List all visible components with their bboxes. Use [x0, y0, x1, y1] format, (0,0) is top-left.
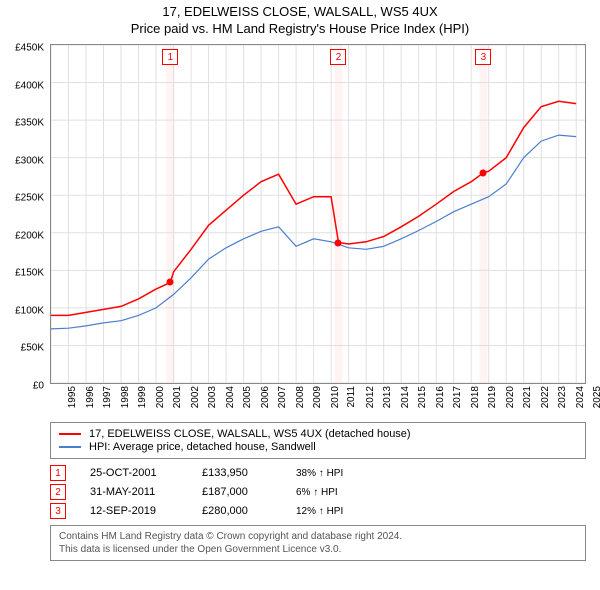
x-tick-label: 1997: [102, 386, 113, 408]
marker-chip: 2: [50, 484, 66, 500]
marker-table-row: 3 12-SEP-2019 £280,000 12% ↑ HPI: [50, 503, 586, 519]
x-tick-label: 2001: [172, 386, 183, 408]
marker-price: £187,000: [202, 486, 272, 498]
y-tick-label: £50K: [21, 343, 44, 354]
x-tick-label: 2011: [346, 386, 357, 408]
x-tick-label: 2004: [224, 386, 235, 408]
x-tick-label: 2007: [277, 386, 288, 408]
x-tick-label: 2024: [574, 386, 585, 408]
x-tick-label: 2002: [189, 386, 200, 408]
chart-svg: [51, 45, 585, 383]
legend-label: 17, EDELWEISS CLOSE, WALSALL, WS5 4UX (d…: [89, 428, 411, 440]
x-tick-label: 1996: [84, 386, 95, 408]
sale-dot-2: [335, 239, 342, 246]
x-tick-label: 2016: [434, 386, 445, 408]
title-subtitle: Price paid vs. HM Land Registry's House …: [0, 21, 600, 36]
sale-annotation-1: 1: [162, 49, 178, 65]
legend-row: HPI: Average price, detached house, Sand…: [59, 441, 577, 453]
chart-plot-area: 1 2 3: [50, 44, 586, 384]
y-tick-label: £350K: [15, 118, 44, 129]
x-tick-label: 2008: [294, 386, 305, 408]
marker-date: 25-OCT-2001: [90, 467, 178, 479]
x-tick-label: 2014: [399, 386, 410, 408]
x-tick-label: 2020: [504, 386, 515, 408]
x-tick-label: 2003: [207, 386, 218, 408]
sale-dot-1: [167, 279, 174, 286]
marker-table-row: 1 25-OCT-2001 £133,950 38% ↑ HPI: [50, 465, 586, 481]
marker-chip: 3: [50, 503, 66, 519]
legend-box: 17, EDELWEISS CLOSE, WALSALL, WS5 4UX (d…: [50, 422, 586, 459]
x-tick-label: 2005: [242, 386, 253, 408]
credits-line1: Contains HM Land Registry data © Crown c…: [59, 530, 577, 543]
x-tick-label: 2013: [382, 386, 393, 408]
x-tick-label: 2025: [592, 386, 600, 408]
x-tick-label: 2009: [312, 386, 323, 408]
x-tick-label: 2018: [469, 386, 480, 408]
y-tick-label: £200K: [15, 230, 44, 241]
figure-container: 17, EDELWEISS CLOSE, WALSALL, WS5 4UX Pr…: [0, 0, 600, 590]
marker-chip: 1: [50, 465, 66, 481]
y-tick-label: £0: [33, 381, 44, 392]
x-tick-label: 2006: [259, 386, 270, 408]
credits-line2: This data is licensed under the Open Gov…: [59, 543, 577, 556]
x-tick-label: 2010: [329, 386, 340, 408]
marker-delta: 38% ↑ HPI: [296, 468, 343, 479]
x-tick-label: 2022: [539, 386, 550, 408]
x-tick-label: 2015: [417, 386, 428, 408]
x-tick-label: 2000: [154, 386, 165, 408]
sale-annotation-2: 2: [330, 49, 346, 65]
x-tick-label: 2012: [364, 386, 375, 408]
y-tick-label: £150K: [15, 268, 44, 279]
x-tick-label: 2021: [522, 386, 533, 408]
x-tick-label: 2017: [452, 386, 463, 408]
sale-dot-3: [480, 169, 487, 176]
legend-swatch: [59, 433, 81, 435]
credits-box: Contains HM Land Registry data © Crown c…: [50, 525, 586, 561]
y-tick-label: £100K: [15, 305, 44, 316]
marker-price: £280,000: [202, 505, 272, 517]
x-tick-label: 1999: [137, 386, 148, 408]
legend-swatch: [59, 446, 81, 448]
y-tick-label: £300K: [15, 155, 44, 166]
marker-date: 31-MAY-2011: [90, 486, 178, 498]
x-tick-label: 2023: [557, 386, 568, 408]
x-tick-label: 1995: [67, 386, 78, 408]
x-tick-label: 2019: [487, 386, 498, 408]
marker-delta: 6% ↑ HPI: [296, 487, 338, 498]
legend-label: HPI: Average price, detached house, Sand…: [89, 441, 316, 453]
legend-row: 17, EDELWEISS CLOSE, WALSALL, WS5 4UX (d…: [59, 428, 577, 440]
marker-table-row: 2 31-MAY-2011 £187,000 6% ↑ HPI: [50, 484, 586, 500]
marker-delta: 12% ↑ HPI: [296, 506, 343, 517]
title-block: 17, EDELWEISS CLOSE, WALSALL, WS5 4UX Pr…: [0, 0, 600, 36]
y-tick-label: £400K: [15, 80, 44, 91]
marker-price: £133,950: [202, 467, 272, 479]
y-tick-label: £250K: [15, 193, 44, 204]
title-address: 17, EDELWEISS CLOSE, WALSALL, WS5 4UX: [0, 4, 600, 19]
x-axis-labels: 1995 1996 1997 1998 1999 2000 2001 2002 2003 2004…: [50, 384, 586, 418]
y-tick-label: £450K: [15, 43, 44, 54]
x-tick-label: 1998: [119, 386, 130, 408]
y-axis-labels: £0£50K£100K£150K£200K£250K£300K£350K£400…: [0, 48, 48, 388]
marker-date: 12-SEP-2019: [90, 505, 178, 517]
sale-marker-table: 1 25-OCT-2001 £133,950 38% ↑ HPI 2 31-MAY-201…: [50, 465, 586, 519]
sale-annotation-3: 3: [475, 49, 491, 65]
